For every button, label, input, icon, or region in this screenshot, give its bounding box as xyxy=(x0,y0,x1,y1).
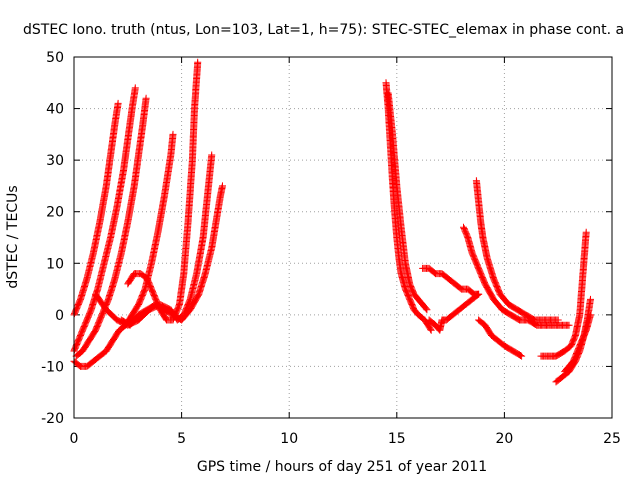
chart-title: dSTEC Iono. truth (ntus, Lon=103, Lat=1,… xyxy=(23,22,624,38)
y-tick-label: 20 xyxy=(46,205,64,221)
data-point xyxy=(131,84,139,92)
y-axis-label: dSTEC / TECUs xyxy=(5,185,21,288)
y-tick-label: 0 xyxy=(55,308,64,324)
data-series-track xyxy=(384,89,431,314)
data-series-track xyxy=(561,311,594,376)
data-series-track xyxy=(419,264,483,298)
x-axis-label: GPS time / hours of day 251 of year 2011 xyxy=(197,459,487,475)
y-tick-label: -10 xyxy=(41,359,64,375)
data-point xyxy=(142,94,150,102)
data-point xyxy=(475,290,483,298)
data-point xyxy=(422,305,430,313)
data-series-track xyxy=(70,130,177,370)
data-series-track xyxy=(70,99,122,319)
data-point xyxy=(194,58,202,66)
data-point xyxy=(219,182,226,190)
x-tick-label: 25 xyxy=(603,431,621,447)
x-tick-label: 5 xyxy=(177,431,186,447)
data-point xyxy=(169,130,177,138)
data-point xyxy=(427,326,435,334)
y-tick-label: 40 xyxy=(46,102,64,118)
data-point xyxy=(565,321,573,329)
data-point xyxy=(587,295,594,303)
y-tick-label: 10 xyxy=(46,256,64,272)
x-tick-label: 10 xyxy=(280,431,298,447)
data-point xyxy=(517,352,524,359)
data-series-track xyxy=(70,84,139,355)
x-tick-label: 15 xyxy=(388,431,406,447)
data-point xyxy=(518,352,526,360)
x-tick-label: 20 xyxy=(495,431,513,447)
axis-tick-labels: 0 5 10 15 20 25 -20 -10 0 10 20 30 40 50 xyxy=(41,50,621,447)
x-tick-label: 0 xyxy=(70,431,79,447)
data-point xyxy=(582,228,590,236)
data-series-track xyxy=(460,223,573,329)
plot-frame xyxy=(73,56,613,419)
data-point xyxy=(587,311,594,319)
y-tick-label: 50 xyxy=(46,50,64,66)
y-tick-label: -20 xyxy=(41,411,64,427)
data-series-track xyxy=(117,182,226,329)
data-series-track xyxy=(475,316,526,360)
data-series-track xyxy=(72,94,150,360)
data-series-track xyxy=(425,290,483,334)
y-tick-label: 30 xyxy=(46,153,64,169)
data-point xyxy=(114,99,122,107)
data-series-track xyxy=(382,79,435,334)
data-series-track xyxy=(472,177,562,324)
data-point xyxy=(427,325,434,333)
data-series-track xyxy=(537,228,590,360)
data-point xyxy=(423,306,431,314)
data-point xyxy=(208,151,216,159)
data-point xyxy=(554,316,562,324)
data-series xyxy=(70,58,594,386)
